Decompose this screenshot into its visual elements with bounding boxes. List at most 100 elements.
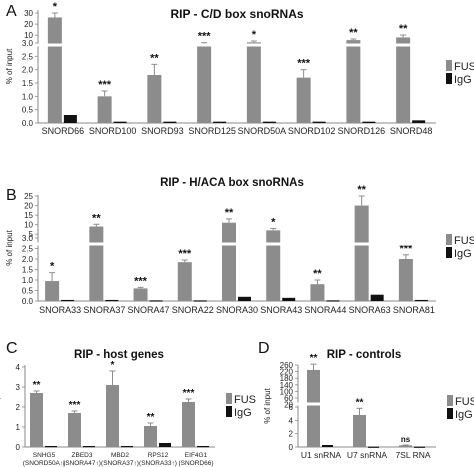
panel-c-category-sublabel: (SNORA37↑) [101,460,139,467]
panel-c-ytick-label: 2 [16,403,21,412]
panel-d-legend-label-igg: IgG [455,409,473,421]
panel-b-bar-igg [326,300,340,302]
panel-d-significance: ns [401,435,411,444]
panel-a-significance: *** [198,31,212,43]
panel-c-bar-igg [83,446,95,448]
panel-a-legend-label-igg: IgG [454,74,472,86]
panel-a-ytick-label: 0.0 [22,119,34,128]
panel-b-bar-igg [282,297,296,301]
panel-d-ytick-label: 20 [284,401,293,410]
panel-b-bar-fus [45,281,60,301]
panel-a-significance: ** [349,27,358,39]
panel-b-legend-swatch-igg [446,247,452,258]
panel-b-bar-igg [105,299,119,302]
panel-a-ytick-label: 1.5 [22,79,34,88]
panel-b-ytick-label: 3.0 [22,234,34,243]
panel-b-bar-fus [177,262,192,301]
panel-a-bar-fus [97,96,112,123]
panel-d-bar-fus [353,415,366,447]
panel-c-letter: C [6,340,18,357]
panel-b-significance: ** [357,184,366,196]
panel-b-bar-fus [222,222,236,301]
panel-a-category-label: SNORD66 [42,126,85,136]
panel-d-ytick-label: 0 [289,443,294,452]
panel-c-significance: * [111,360,115,371]
panel-d-bar-igg [368,446,379,448]
panel-b-significance: ** [92,212,101,224]
panel-c-bar-fus [30,393,43,447]
panel-b-legend-swatch-fus [446,234,452,245]
panel-d-letter: D [258,340,270,357]
panel-c-legend-label-fus: FUS [234,394,256,406]
panel-b-category-label: SNORA30 [216,305,258,315]
panel-a-category-label: SNORD100 [89,126,137,136]
panel-d-category-label: U1 snRNA [301,450,341,460]
panel-a-title: RIP - C/D box snoRNAs [170,7,303,21]
panel-d-ytick-label: 180 [280,374,294,383]
panel-c-ytick-label: 1 [16,423,21,432]
panel-b-bar-igg [370,294,384,301]
panel-c-category-label: MBD2 [111,452,129,459]
panel-b-letter: B [6,187,17,204]
panel-c-significance: *** [183,388,195,399]
panel-a-category-label: SNORD126 [338,126,386,136]
panel-b-category-label: SNORA37 [83,305,125,315]
panel-c-bar-fus [182,402,195,447]
panel-b-legend-label-igg: IgG [454,248,472,260]
panel-b-axis-break [34,242,436,246]
panel-c-category-sublabel: (SNORA33↑) [139,460,177,467]
panel-c-significance: ** [33,380,41,391]
panel-b-significance: ** [225,207,234,219]
panel-d-ytick-label: 4 [289,416,294,425]
panel-b-category-label: SNORA43 [260,305,302,315]
panel-c-bar-igg [45,446,57,448]
panel-c-legend-swatch-fus [226,393,232,404]
panel-b-bar-fus [266,230,281,301]
panel-d-significance: ** [310,353,318,364]
panel-b-title: RIP - H/ACA box snoRNAs [160,177,304,189]
panel-a-significance: * [53,1,58,13]
panel-d-category-label: U7 snRNA [347,450,387,460]
panel-b-significance: *** [134,275,148,287]
panel-c-title: RIP - host genes [74,349,164,361]
panel-a-bar-fus [296,77,311,123]
panel-b-significance: * [271,216,276,228]
panel-a-significance: ** [399,23,408,35]
panel-b-category-label: SNORA81 [393,305,435,315]
panel-a-bar-igg [262,121,276,123]
panel-d-ytick-label: 220 [280,368,294,377]
panel-b-category-label: SNORA33 [39,305,81,315]
panel-a-ylabel: % of input [5,48,14,84]
panel-d-bar-igg [322,445,333,447]
panel-a-bar-igg [113,121,127,123]
panel-c-category-label: RPS12 [148,452,169,459]
panel-c-significance: ** [147,412,155,423]
panel-d-category-label: 7SL RNA [395,450,430,460]
panel-b-bar-fus [133,288,148,301]
panel-c-bar-igg [159,443,171,447]
panel-c-bar-igg [121,446,133,448]
panel-c-bar-fus [68,413,81,447]
panel-b-bar-igg [61,299,75,302]
panel-a-legend-label-fus: FUS [454,61,474,73]
panel-a-bar-fus [246,42,261,124]
panel-a-ytick-label: 30 [24,9,33,18]
panel-d-legend-label-fus: FUS [455,396,474,408]
panel-b-significance: ** [313,268,322,280]
panel-d-ytick-label: 60 [284,394,293,403]
panel-b-significance: *** [178,248,192,260]
panel-a-significance: * [252,29,257,41]
panel-b-bar-fus [398,259,413,301]
panel-b-category-label: SNORA63 [349,305,391,315]
panel-c-category-label: SNHG5 [33,452,56,459]
panel-b-category-label: SNORA44 [304,305,346,315]
panel-b-significance: *** [399,243,413,255]
panel-a-ytick-label: 10 [24,31,33,40]
panel-c-ytick-label: 4 [16,363,21,372]
panel-d-bar-igg [414,446,425,448]
panel-b-legend-label-fus: FUS [454,235,474,247]
panel-a-ytick-label: 2.5 [22,52,34,61]
panel-a-bar-igg [412,120,426,123]
panel-d-legend-swatch-igg [447,408,453,419]
